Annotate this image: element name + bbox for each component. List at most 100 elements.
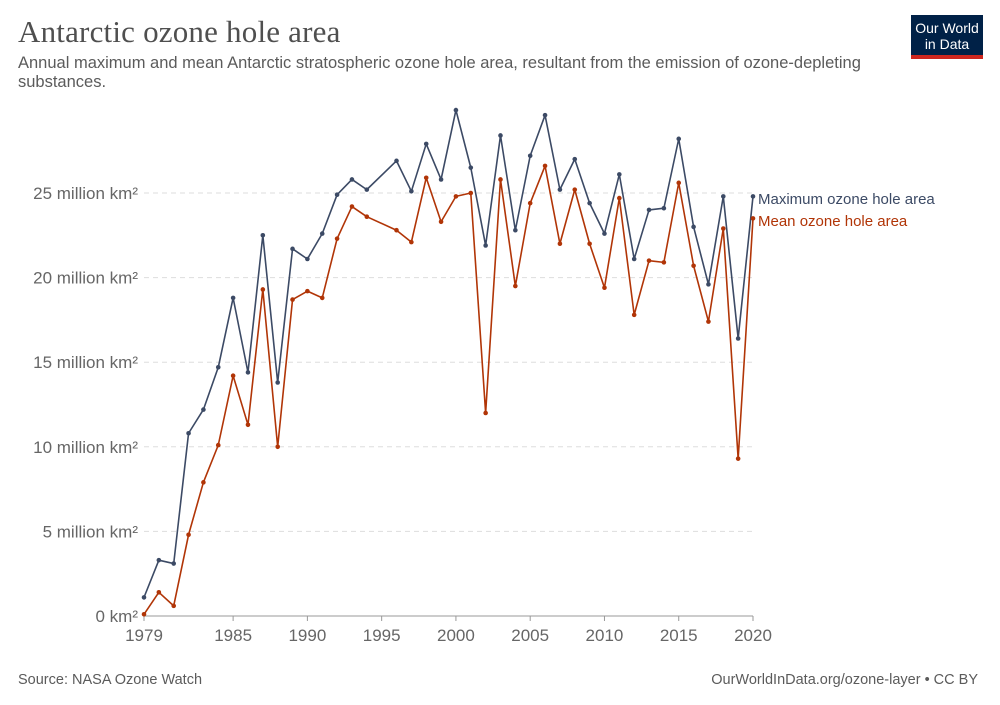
data-point-mean [319, 295, 325, 301]
y-tick-label: 15 million km² [33, 353, 138, 372]
data-point-mean [453, 194, 459, 199]
x-tick-label: 2000 [437, 626, 475, 645]
data-point-mean [141, 612, 147, 617]
data-point-maximum [260, 233, 266, 238]
data-point-maximum [498, 133, 503, 138]
data-point-maximum [706, 282, 711, 287]
data-point-maximum [513, 227, 518, 233]
data-point-mean [423, 175, 429, 181]
data-point-maximum [453, 107, 459, 113]
x-tick-label: 1995 [363, 626, 401, 645]
credit-link[interactable]: OurWorldInData.org/ozone-layer • CC BY [711, 672, 978, 688]
data-point-maximum [156, 557, 162, 563]
owid-logo[interactable]: Our World in Data [911, 15, 983, 59]
data-point-mean [305, 288, 310, 294]
x-tick-label: 2005 [511, 626, 549, 645]
data-point-maximum [617, 172, 622, 177]
data-point-maximum [572, 156, 578, 162]
data-point-mean [215, 442, 221, 448]
data-point-maximum [349, 177, 355, 182]
x-tick-label: 2020 [734, 626, 772, 645]
data-point-mean [394, 227, 399, 233]
data-point-mean [171, 603, 177, 609]
data-point-maximum [245, 370, 251, 375]
data-point-mean [349, 204, 355, 209]
data-point-mean [364, 214, 370, 219]
data-point-mean [334, 236, 340, 241]
data-point-maximum [676, 136, 682, 142]
data-point-maximum [527, 153, 533, 159]
legend-label-maximum: Maximum ozone hole area [758, 191, 935, 208]
data-point-maximum [587, 200, 592, 206]
x-tick-label: 2015 [660, 626, 698, 645]
data-point-maximum [201, 407, 206, 412]
y-tick-label: 5 million km² [43, 522, 139, 541]
data-point-mean [587, 241, 592, 247]
data-point-maximum [720, 194, 726, 199]
data-point-maximum [557, 187, 563, 192]
data-point-maximum [230, 295, 236, 301]
data-point-mean [572, 187, 578, 192]
data-point-mean [646, 258, 652, 263]
logo-line-2: in Data [924, 36, 970, 52]
x-tick-label: 2010 [586, 626, 624, 645]
data-point-mean [245, 422, 251, 428]
data-point-mean [275, 444, 280, 450]
data-point-maximum [423, 141, 429, 147]
data-point-maximum [735, 336, 741, 341]
data-point-maximum [290, 246, 295, 252]
data-point-maximum [409, 189, 414, 194]
source-note[interactable]: Source: NASA Ozone Watch [18, 672, 203, 688]
data-point-maximum [602, 231, 607, 236]
data-point-mean [706, 319, 711, 324]
y-tick-label: 25 million km² [33, 184, 138, 203]
data-point-mean [691, 263, 696, 269]
chart-title: Antarctic ozone hole area [18, 14, 341, 49]
data-point-mean [230, 373, 236, 379]
data-point-maximum [691, 224, 696, 230]
y-tick-label: 20 million km² [33, 269, 138, 288]
data-point-mean [438, 219, 444, 225]
data-point-mean [260, 287, 266, 292]
x-tick-label: 1985 [214, 626, 252, 645]
data-point-mean [602, 285, 607, 291]
data-point-maximum [646, 207, 652, 213]
data-point-mean [617, 195, 622, 201]
chart-subtitle: Annual maximum and mean Antarctic strato… [18, 54, 861, 91]
y-tick-label: 0 km² [96, 607, 139, 626]
x-tick-label: 1990 [288, 626, 326, 645]
data-point-maximum [631, 256, 637, 262]
series-line-maximum [143, 109, 754, 598]
logo-line-1: Our World [915, 20, 979, 36]
data-point-mean [631, 312, 637, 318]
data-point-mean [483, 410, 488, 416]
data-point-mean [409, 239, 414, 245]
data-point-maximum [319, 231, 325, 236]
data-point-maximum [305, 256, 310, 262]
data-point-maximum [468, 165, 474, 170]
x-tick-label: 1979 [125, 626, 163, 645]
data-point-mean [156, 590, 162, 595]
data-point-mean [735, 456, 741, 461]
data-point-mean [186, 532, 191, 538]
data-point-maximum [334, 192, 340, 197]
data-point-maximum [141, 595, 147, 600]
legend-label-mean: Mean ozone hole area [758, 213, 908, 230]
data-point-mean [498, 177, 503, 182]
data-point-mean [676, 180, 682, 186]
data-point-mean [557, 241, 563, 247]
data-point-mean [750, 216, 756, 221]
data-point-maximum [186, 430, 191, 436]
data-point-mean [720, 226, 726, 231]
data-point-maximum [438, 177, 444, 182]
data-point-maximum [275, 380, 280, 385]
y-tick-label: 10 million km² [33, 438, 138, 457]
data-point-mean [542, 163, 548, 169]
data-point-mean [468, 190, 474, 196]
data-point-mean [513, 283, 518, 289]
data-point-mean [201, 480, 206, 485]
data-point-mean [661, 260, 667, 265]
data-point-maximum [364, 187, 370, 192]
data-point-maximum [483, 243, 488, 248]
